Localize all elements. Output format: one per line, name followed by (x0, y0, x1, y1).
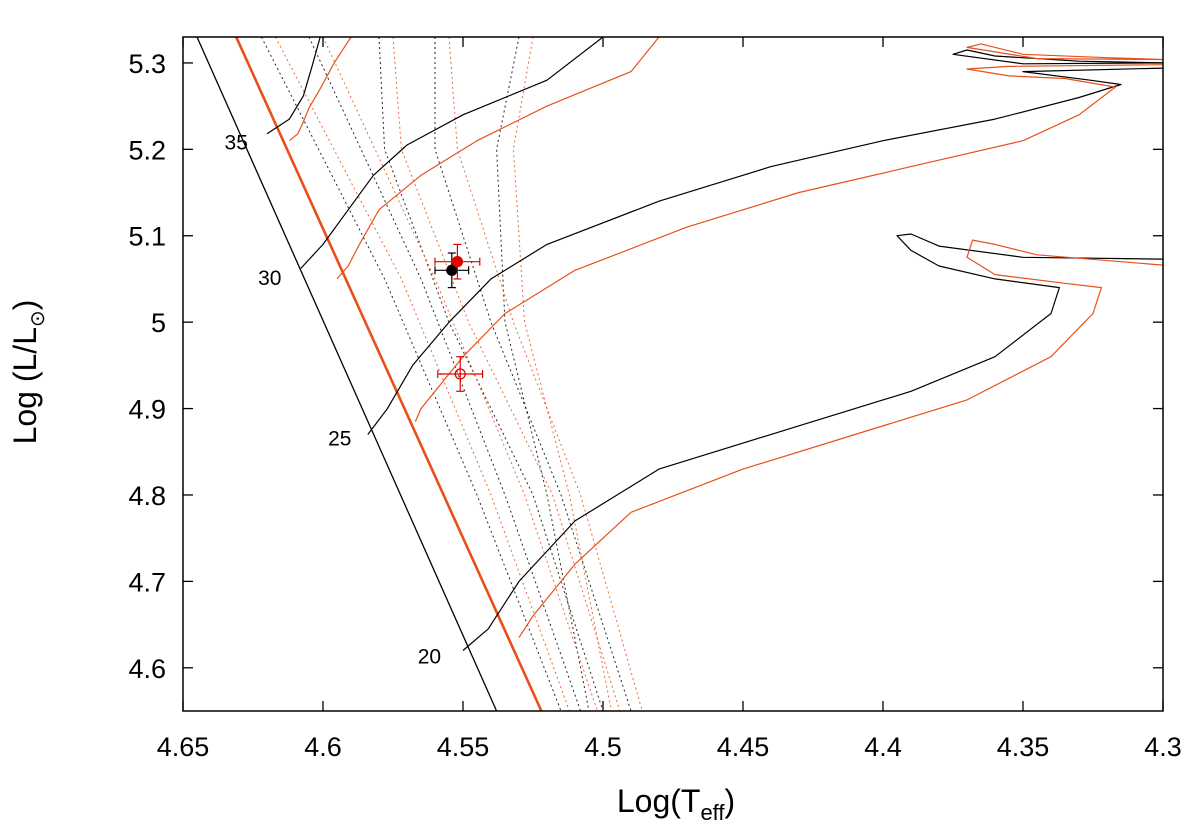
x-tick-label: 4.6 (304, 732, 342, 762)
y-tick-label: 5.1 (128, 222, 166, 252)
y-axis-title: Log (L/L⊙) (7, 300, 49, 445)
iso-black-3-isochrone (378, 37, 604, 711)
30-msun-orange-line (336, 37, 660, 280)
evolutionary-tracks (196, 37, 1163, 711)
25-msun-black-hook-line (952, 49, 1163, 65)
star-red-filled-marker (434, 243, 481, 280)
x-tick-label: 4.65 (157, 732, 210, 762)
x-tick-label: 4.35 (997, 732, 1050, 762)
x-tick-label: 4.4 (864, 732, 902, 762)
mass-label-20: 20 (418, 645, 441, 668)
mass-labels: 353025201 (225, 131, 442, 668)
star-black-filled-marker (434, 252, 470, 289)
y-tick-label: 4.7 (128, 567, 166, 597)
25-msun-black-line (367, 67, 1163, 435)
y-tick-label: 4.8 (128, 481, 166, 511)
star-red-open-marker (437, 356, 484, 392)
zams-black-line (196, 37, 498, 711)
iso-orange-4-isochrone (448, 37, 643, 711)
iso-orange-1-isochrone (274, 37, 570, 711)
y-tick-label: 4.9 (128, 395, 166, 425)
x-tick-label: 4.55 (437, 732, 490, 762)
data-point (454, 368, 466, 380)
iso-black-1-isochrone (260, 37, 562, 711)
plot-frame (182, 36, 1164, 712)
20-msun-black-line (462, 233, 1163, 651)
x-tick-label: 4.5 (584, 732, 622, 762)
x-axis-title: Log(Teff) (617, 783, 735, 825)
mass-label-35: 35 (225, 131, 248, 154)
x-tick-label: 4.3 (1144, 732, 1182, 762)
20-msun-orange-line (518, 239, 1163, 638)
35-msun-black-line (266, 37, 321, 135)
iso-orange-3-isochrone (392, 37, 621, 711)
30-msun-black-line (300, 37, 604, 270)
iso-black-4-isochrone (434, 37, 632, 711)
y-tick-label: 5.3 (128, 49, 166, 79)
zams-orange-line (235, 37, 543, 711)
25-msun-orange-line (414, 64, 1163, 422)
iso-orange-5-isochrone (512, 37, 612, 711)
axis-ticks: 4.65 4.6 4.55 4.5 4.45 4.4 4.35 4.3 4.6 4.7 4.8 4.9… (128, 37, 1182, 762)
mass-label-25: 25 (328, 428, 351, 451)
x-tick-label: 4.45 (717, 732, 770, 762)
iso-black-5-isochrone (496, 37, 590, 711)
mass-label-30: 30 (258, 267, 281, 290)
35-msun-orange-line (289, 37, 352, 142)
y-tick-label: 4.6 (128, 654, 166, 684)
observed-stars (434, 243, 484, 392)
y-tick-label: 5.2 (128, 135, 166, 165)
data-point (451, 256, 464, 268)
25-msun-orange-hook-line (966, 43, 1163, 61)
y-tick-label: 5 (151, 308, 166, 338)
